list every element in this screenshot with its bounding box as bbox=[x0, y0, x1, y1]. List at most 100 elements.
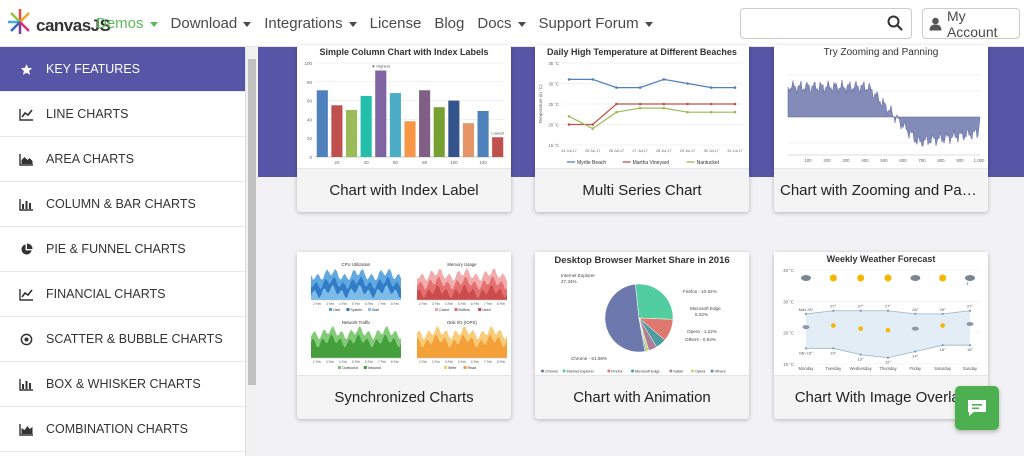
nav-download[interactable]: Download bbox=[171, 15, 252, 32]
bar bbox=[462, 123, 475, 157]
tick-label: 6 Feb bbox=[365, 360, 373, 364]
demo-card-zoom-pan[interactable]: Try Zooming and Panning 100 200 300 400 500 6… bbox=[774, 45, 988, 212]
demo-card-image-overlay[interactable]: Weekly Weather Forecast 40 °C 30 °C 20 °C 1… bbox=[774, 252, 988, 419]
max-label: 27° bbox=[830, 304, 836, 309]
legend-label: User bbox=[333, 308, 341, 312]
sidebar-item-label: AREA CHARTS bbox=[46, 152, 134, 166]
sidebar-item-scatter-bubble-charts[interactable]: SCATTER & BUBBLE CHARTS bbox=[0, 317, 245, 362]
data-point bbox=[914, 312, 917, 315]
data-point bbox=[567, 78, 571, 81]
max-label: 27° bbox=[858, 304, 864, 309]
sidebar-item-pie-funnel-charts[interactable]: PIE & FUNNEL CHARTS bbox=[0, 227, 245, 272]
tick-label: 7 Feb bbox=[484, 360, 492, 364]
legend-marker bbox=[541, 369, 544, 373]
search-input[interactable] bbox=[741, 9, 881, 38]
tick-label: 6 Feb bbox=[471, 302, 479, 306]
search-icon[interactable] bbox=[887, 15, 903, 31]
bar bbox=[448, 100, 460, 157]
legend-label: Firefox bbox=[611, 370, 622, 374]
tick-label: 300 bbox=[842, 158, 850, 163]
nav-license[interactable]: License bbox=[370, 15, 422, 32]
index-label: ★ Highest bbox=[372, 64, 391, 69]
nav-download-label: Download bbox=[170, 15, 238, 32]
demo-card-index-label[interactable]: Simple Column Chart with Index Labels 10… bbox=[297, 45, 511, 212]
sidebar-item-key-features[interactable]: KEY FEATURES bbox=[0, 47, 245, 92]
sidebar-item-label: COMBINATION CHARTS bbox=[46, 422, 188, 436]
demo-card-multi-series[interactable]: Daily High Temperature at Different Beac… bbox=[535, 45, 749, 212]
sun-icon bbox=[831, 323, 836, 328]
tick-label: 600 bbox=[899, 158, 907, 163]
sidebar-item-area-charts[interactable]: AREA CHARTS bbox=[0, 137, 245, 182]
sidebar-item-line-charts[interactable]: LINE CHARTS bbox=[0, 92, 245, 137]
demo-card-animation[interactable]: Desktop Browser Market Share in 2016 Int… bbox=[535, 252, 749, 419]
tick-label: 8 Feb bbox=[391, 360, 399, 364]
day-label: Tuesday bbox=[825, 366, 842, 371]
sun-icon bbox=[829, 274, 837, 282]
search-box bbox=[740, 8, 912, 39]
max-label: 27° bbox=[885, 304, 891, 309]
tick-label: 2 Feb bbox=[419, 302, 427, 306]
sidebar-item-box-whisker-charts[interactable]: BOX & WHISKER CHARTS bbox=[0, 362, 245, 407]
card-caption-text: Chart with Animation bbox=[573, 389, 711, 406]
legend-marker bbox=[363, 366, 367, 369]
cloud-icon bbox=[965, 275, 975, 281]
financial-chart-icon bbox=[18, 286, 34, 302]
card-thumbnail: Daily High Temperature at Different Beac… bbox=[535, 45, 749, 169]
nav-demos[interactable]: Demos bbox=[96, 15, 158, 32]
sidebar-item-column-bar-charts[interactable]: COLUMN & BAR CHARTS bbox=[0, 182, 245, 227]
card-caption: Chart with Index Label bbox=[297, 169, 511, 212]
tick-label: 2 Feb bbox=[313, 360, 321, 364]
data-point bbox=[662, 102, 666, 106]
tick-label: 60 bbox=[393, 160, 399, 165]
legend-marker bbox=[710, 369, 714, 373]
data-point bbox=[859, 309, 862, 312]
data-point bbox=[686, 110, 689, 114]
tick-label: 7 Feb bbox=[378, 302, 386, 306]
canvasjs-logo[interactable]: canvasJS bbox=[6, 7, 111, 39]
data-point bbox=[662, 106, 666, 110]
day-label: Sunday bbox=[963, 366, 978, 371]
tick-label: 10 °C bbox=[783, 362, 794, 367]
box-chart-icon bbox=[18, 376, 34, 392]
area-chart: 100 200 300 400 500 600 700 800 900 1,000 bbox=[787, 74, 985, 163]
nav-docs[interactable]: Docs bbox=[477, 15, 526, 32]
max-label: 26° bbox=[912, 307, 918, 312]
legend-label: Outbound bbox=[342, 366, 358, 370]
bar bbox=[492, 137, 504, 157]
sidebar-item-financial-charts[interactable]: FINANCIAL CHARTS bbox=[0, 272, 245, 317]
thumb-title: Desktop Browser Market Share in 2016 bbox=[554, 255, 730, 266]
data-point bbox=[709, 110, 713, 114]
legend-marker bbox=[631, 369, 634, 373]
tick-label: 5 Feb bbox=[458, 360, 466, 364]
sidebar-item-combination-charts[interactable]: COMBINATION CHARTS bbox=[0, 407, 245, 452]
nav-support-forum[interactable]: Support Forum bbox=[539, 15, 653, 32]
sun-icon bbox=[885, 327, 891, 333]
tick-label: 80 bbox=[307, 80, 313, 85]
card-caption-text: Chart with Index Label bbox=[329, 182, 479, 199]
sidebar-item-label: SCATTER & BUBBLE CHARTS bbox=[46, 332, 223, 346]
nav-blog[interactable]: Blog bbox=[434, 15, 464, 32]
legend-marker bbox=[444, 366, 447, 369]
top-navbar: canvasJS Demos Download Integrations Lic… bbox=[0, 0, 1024, 47]
legend-label: Microsoft Edge bbox=[635, 370, 660, 374]
legend-label: Write bbox=[448, 366, 456, 370]
pie-slice bbox=[635, 283, 674, 320]
column-chart: 100 80 60 40 20 0 20 40 60 80 100 120 ★ Highest Lowes… bbox=[304, 61, 505, 165]
bar bbox=[404, 121, 416, 157]
my-account-button[interactable]: My Account bbox=[922, 8, 1020, 40]
chevron-down-icon bbox=[517, 22, 526, 27]
legend-label: Safari bbox=[673, 370, 683, 374]
slice-label: Microsoft Edge bbox=[690, 306, 721, 311]
nav-integrations[interactable]: Integrations bbox=[264, 15, 357, 32]
legend-marker bbox=[463, 366, 467, 369]
min-label: 16° bbox=[967, 347, 973, 352]
data-point bbox=[859, 353, 862, 356]
sidebar-scrollbar[interactable] bbox=[245, 47, 257, 456]
sidebar-scroll-thumb[interactable] bbox=[248, 59, 256, 385]
data-point bbox=[567, 115, 571, 118]
tick-label: 40 bbox=[364, 160, 370, 165]
legend-label: Nantucket bbox=[697, 160, 720, 166]
tick-label: 8 Feb bbox=[497, 302, 505, 306]
chat-button[interactable] bbox=[955, 386, 999, 430]
demo-card-synchronized[interactable]: CPU Utilization 2 Feb 3 Feb 4 Feb 5 Feb 6 Feb… bbox=[297, 252, 511, 419]
